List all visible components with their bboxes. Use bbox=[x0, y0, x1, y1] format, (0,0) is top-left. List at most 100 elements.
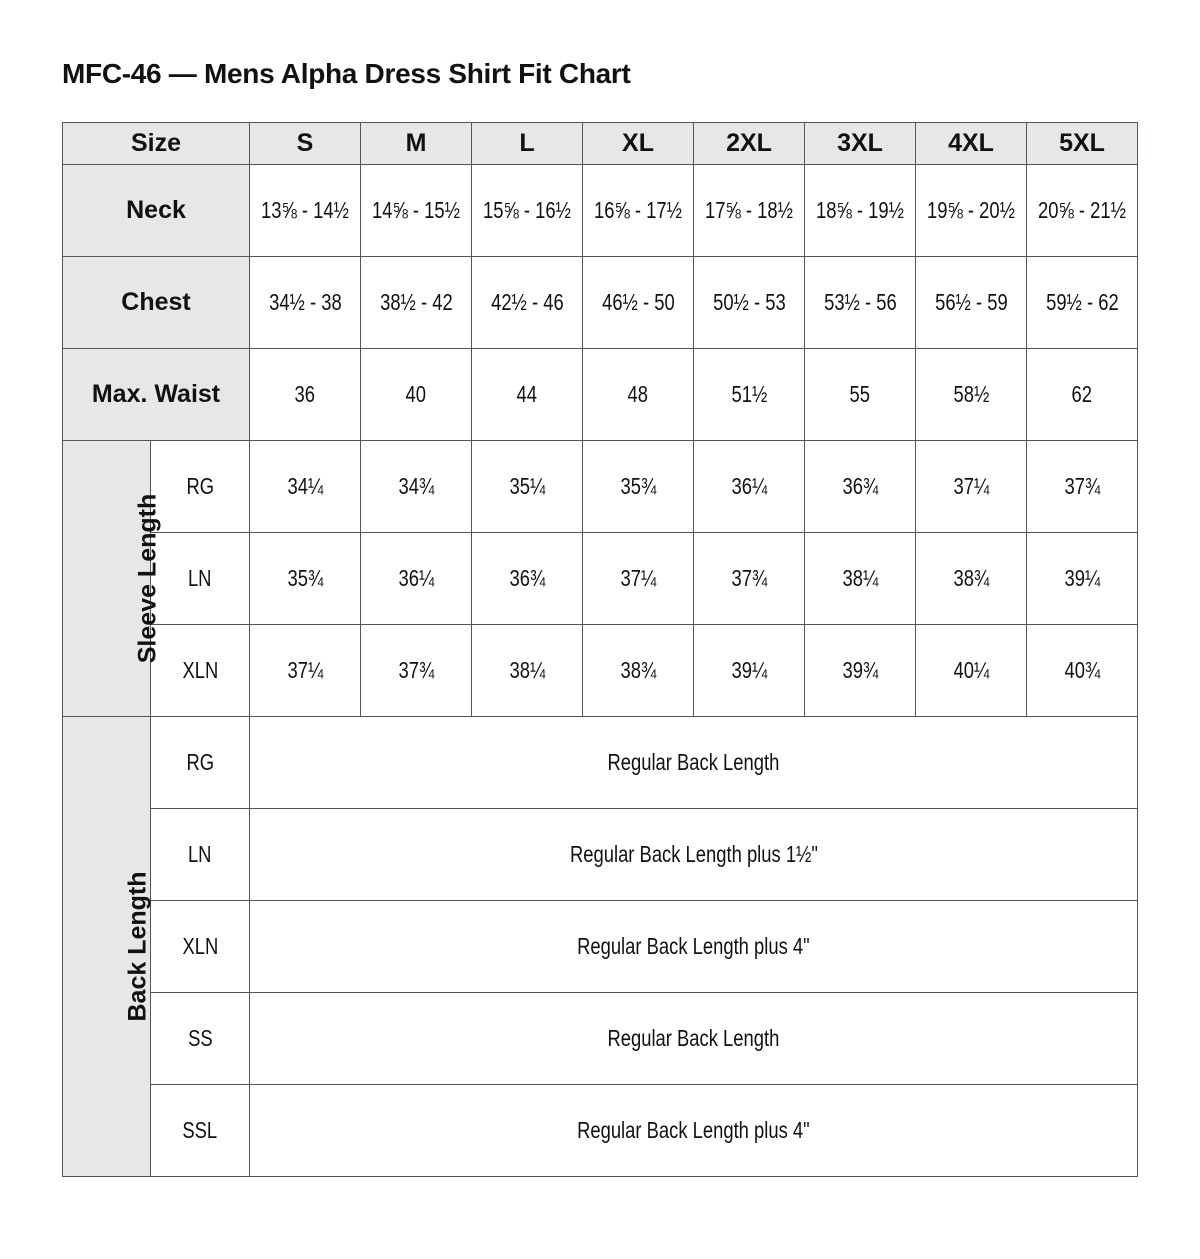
back-length-cell-text: Regular Back Length plus 4" bbox=[577, 933, 810, 959]
sleeve-cell-text: 37¾ bbox=[398, 657, 434, 683]
sleeve-cell-text: 36¼ bbox=[398, 565, 434, 591]
measurement-cell-text: 42½ - 46 bbox=[490, 289, 564, 315]
sleeve-type-label: RG bbox=[150, 440, 250, 533]
back-type-label: RG bbox=[150, 716, 250, 809]
measurement-cell-text: 62 bbox=[1071, 381, 1093, 407]
measurement-cell-text: 56½ - 59 bbox=[934, 289, 1008, 315]
size-header: Size bbox=[62, 122, 250, 165]
sleeve-type-text: RG bbox=[186, 473, 214, 499]
sleeve-cell-text: 37¼ bbox=[953, 473, 989, 499]
sleeve-cell-text: 34¾ bbox=[398, 473, 434, 499]
sleeve-cell-text: 36¾ bbox=[842, 473, 878, 499]
sleeve-cell: 39¼ bbox=[1026, 532, 1138, 625]
back-type-label: XLN bbox=[150, 900, 250, 993]
sleeve-cell: 34¼ bbox=[249, 440, 361, 533]
sleeve-cell-text: 37¾ bbox=[1064, 473, 1100, 499]
measurement-cell: 59½ - 62 bbox=[1026, 256, 1138, 349]
measurement-cell: 36 bbox=[249, 348, 361, 441]
measurement-cell: 53½ - 56 bbox=[804, 256, 916, 349]
measurement-cell: 42½ - 46 bbox=[471, 256, 583, 349]
sleeve-cell: 35¼ bbox=[471, 440, 583, 533]
measurement-cell: 13⅝ - 14½ bbox=[249, 164, 361, 257]
measurement-cell: 44 bbox=[471, 348, 583, 441]
size-column-header: 5XL bbox=[1026, 122, 1138, 165]
sleeve-cell-text: 40¼ bbox=[953, 657, 989, 683]
back-length-cell: Regular Back Length plus 4" bbox=[249, 900, 1138, 993]
back-type-label: SSL bbox=[150, 1084, 250, 1177]
measurement-cell-text: 19⅝ - 20½ bbox=[927, 197, 1015, 223]
table-row: Neck 13⅝ - 14½ 14⅝ - 15½ 15⅝ - 16½ 16⅝ - 17½… bbox=[62, 164, 1138, 257]
sleeve-cell: 37¼ bbox=[249, 624, 361, 717]
sleeve-length-group-label: Sleeve Length bbox=[62, 440, 161, 717]
measurement-cell: 14⅝ - 15½ bbox=[360, 164, 472, 257]
sleeve-cell-text: 38¼ bbox=[509, 657, 545, 683]
measurement-cell: 16⅝ - 17½ bbox=[582, 164, 694, 257]
sleeve-cell: 39¾ bbox=[804, 624, 916, 717]
sleeve-cell-text: 34¼ bbox=[287, 473, 323, 499]
size-column-header: 2XL bbox=[693, 122, 805, 165]
measurement-cell-text: 17⅝ - 18½ bbox=[705, 197, 793, 223]
sleeve-cell: 38¼ bbox=[804, 532, 916, 625]
measurement-cell: 51½ bbox=[693, 348, 805, 441]
sleeve-row: LN 35¾ 36¼ 36¾ 37¼ 37¾ 38¼ 38¾ 39¼ bbox=[63, 532, 1138, 625]
measurement-cell: 55 bbox=[804, 348, 916, 441]
measurement-cell-text: 55 bbox=[849, 381, 871, 407]
measurement-cell-text: 20⅝ - 21½ bbox=[1038, 197, 1126, 223]
sleeve-row: Sleeve Length RG 34¼ 34¾ 35¼ 35¾ 36¼ 36¾ 37¼ 37¾ bbox=[62, 440, 1138, 717]
row-label: Neck bbox=[62, 164, 250, 257]
measurement-cell: 56½ - 59 bbox=[915, 256, 1027, 349]
sleeve-type-text: LN bbox=[188, 565, 212, 591]
sleeve-cell: 37¼ bbox=[582, 532, 694, 625]
sleeve-cell: 37¼ bbox=[915, 440, 1027, 533]
back-length-cell-text: Regular Back Length plus 4" bbox=[577, 1117, 810, 1143]
sleeve-cell: 38¾ bbox=[582, 624, 694, 717]
measurement-cell: 20⅝ - 21½ bbox=[1026, 164, 1138, 257]
sleeve-length-text: Sleeve Length bbox=[133, 493, 162, 664]
size-column-header: L bbox=[471, 122, 583, 165]
back-length-row: XLN Regular Back Length plus 4" bbox=[63, 900, 1138, 993]
measurement-cell-text: 40 bbox=[405, 381, 427, 407]
measurement-cell-text: 34½ - 38 bbox=[268, 289, 342, 315]
back-length-row: LN Regular Back Length plus 1½" bbox=[63, 808, 1138, 901]
sleeve-cell-text: 39¾ bbox=[842, 657, 878, 683]
sleeve-cell-text: 39¼ bbox=[731, 657, 767, 683]
size-column-header: S bbox=[249, 122, 361, 165]
measurement-cell: 34½ - 38 bbox=[249, 256, 361, 349]
back-type-text: LN bbox=[188, 841, 212, 867]
measurement-cell: 15⅝ - 16½ bbox=[471, 164, 583, 257]
measurement-cell-text: 50½ - 53 bbox=[712, 289, 786, 315]
sleeve-cell: 40¼ bbox=[915, 624, 1027, 717]
page-title: MFC-46 — Mens Alpha Dress Shirt Fit Char… bbox=[62, 58, 631, 89]
sleeve-cell-text: 35¾ bbox=[620, 473, 656, 499]
sleeve-cell: 35¾ bbox=[249, 532, 361, 625]
sleeve-cell-text: 39¼ bbox=[1064, 565, 1100, 591]
sleeve-cell-text: 36¾ bbox=[509, 565, 545, 591]
sleeve-cell: 36¾ bbox=[471, 532, 583, 625]
sleeve-cell: 37¾ bbox=[360, 624, 472, 717]
measurement-cell-text: 58½ bbox=[953, 381, 989, 407]
measurement-cell-text: 53½ - 56 bbox=[823, 289, 897, 315]
measurement-cell: 40 bbox=[360, 348, 472, 441]
measurement-cell-text: 48 bbox=[627, 381, 649, 407]
sleeve-type-text: XLN bbox=[182, 657, 218, 683]
measurement-cell-text: 51½ bbox=[731, 381, 767, 407]
sleeve-cell-text: 37¼ bbox=[620, 565, 656, 591]
sleeve-cell-text: 38¾ bbox=[953, 565, 989, 591]
sleeve-cell: 36¼ bbox=[693, 440, 805, 533]
row-label: Max. Waist bbox=[62, 348, 250, 441]
sleeve-cell-text: 37¼ bbox=[287, 657, 323, 683]
row-label: Chest bbox=[62, 256, 250, 349]
back-type-text: SSL bbox=[182, 1117, 218, 1143]
measurement-cell-text: 59½ - 62 bbox=[1045, 289, 1119, 315]
back-length-cell: Regular Back Length bbox=[249, 992, 1138, 1085]
back-length-row: SSL Regular Back Length plus 4" bbox=[63, 1084, 1138, 1177]
back-length-group-label: Back Length bbox=[62, 716, 152, 1177]
measurement-cell: 58½ bbox=[915, 348, 1027, 441]
sleeve-cell: 39¼ bbox=[693, 624, 805, 717]
back-length-text: Back Length bbox=[123, 871, 152, 1022]
sleeve-cell: 38¾ bbox=[915, 532, 1027, 625]
measurement-cell: 38½ - 42 bbox=[360, 256, 472, 349]
back-length-row: Back Length RG Regular Back Length bbox=[62, 716, 1138, 1177]
measurement-cell-text: 36 bbox=[294, 381, 316, 407]
measurement-cell-text: 14⅝ - 15½ bbox=[372, 197, 460, 223]
